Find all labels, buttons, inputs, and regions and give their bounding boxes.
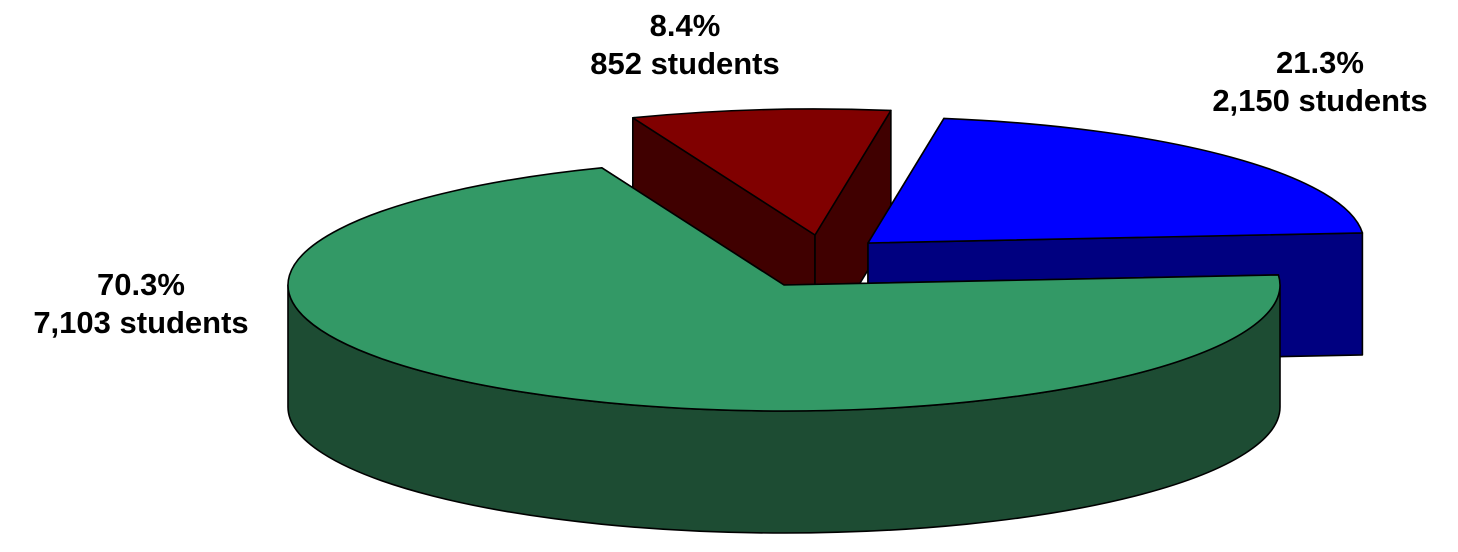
- slice-percent-label-blue: 21.3%: [1276, 45, 1364, 80]
- slice-label-blue: 21.3% 2,150 students: [1190, 44, 1450, 120]
- pie-slice-blue: [867, 117, 1364, 244]
- slice-label-red: 8.4% 852 students: [560, 7, 810, 83]
- slice-value-label-blue: 2,150 students: [1212, 83, 1428, 118]
- pie-slice-green: [287, 167, 1281, 412]
- slice-percent-label-green: 70.3%: [97, 267, 185, 302]
- pie-slice-red: [631, 108, 892, 236]
- slice-percent-label-red: 8.4%: [649, 8, 721, 43]
- slice-tops-layer: [287, 108, 1364, 412]
- slice-value-label-red: 852 students: [590, 46, 780, 81]
- slice-label-green: 70.3% 7,103 students: [8, 266, 274, 342]
- slice-value-label-green: 7,103 students: [33, 305, 249, 340]
